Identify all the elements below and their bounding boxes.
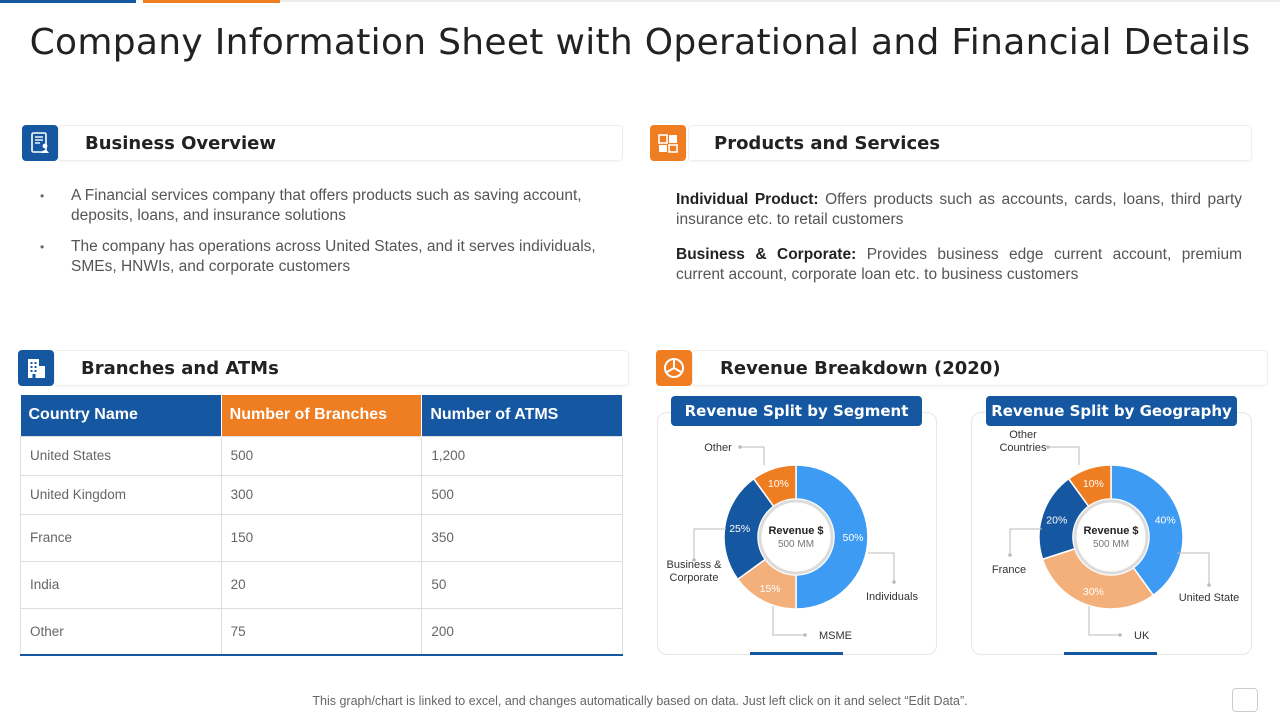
column-header: Number of ATMS: [421, 395, 623, 436]
donut-slice: [1110, 464, 1184, 597]
category-label: Corporate: [670, 572, 719, 584]
geography-chart-title: Revenue Split by Geography: [986, 396, 1237, 426]
donut-slice: [795, 464, 869, 610]
table-row: United States 500 1,200: [20, 435, 623, 476]
category-label: Business &: [666, 559, 722, 571]
branches-header: Branches and ATMs: [54, 350, 629, 386]
products-icon: [650, 125, 686, 161]
business-corporate-desc: Provides business edge current account, …: [676, 246, 1242, 283]
revenue-title: Revenue Breakdown (2020): [720, 358, 1001, 379]
top-accent-line: [280, 0, 1280, 2]
business-overview-header: Business Overview: [58, 125, 623, 161]
leader-dot: [738, 445, 742, 449]
leader-line: [868, 552, 895, 582]
table-cell: United Kingdom: [20, 474, 222, 515]
category-label: Countries: [999, 442, 1047, 454]
category-label: Individuals: [866, 591, 918, 603]
segment-chart-underline: [750, 652, 843, 655]
leader-dot: [1008, 553, 1012, 557]
table-cell: United States: [20, 435, 222, 476]
top-accent-blue: [0, 0, 136, 3]
donut-center: [1073, 499, 1149, 575]
leader-line: [740, 446, 765, 465]
category-label: UK: [1134, 630, 1150, 642]
leader-line: [772, 606, 805, 636]
category-label: Other: [1009, 429, 1037, 441]
segment-chart-title: Revenue Split by Segment: [671, 396, 922, 426]
category-label: United State: [1179, 592, 1240, 604]
slice-value-label: 30%: [1083, 586, 1104, 598]
top-accent-orange: [143, 0, 280, 3]
leader-dot: [803, 633, 807, 637]
document-user-icon: [22, 125, 58, 161]
revenue-header: Revenue Breakdown (2020): [692, 350, 1268, 386]
table-cell: 75: [220, 607, 423, 656]
leader-dot: [1046, 445, 1050, 449]
individual-product-desc: Offers products such as accounts, cards,…: [676, 191, 1242, 228]
geography-chart-underline: [1064, 652, 1157, 655]
leader-line: [1009, 528, 1042, 555]
individual-product-label: Individual Product:: [676, 191, 819, 208]
slice-value-label: 10%: [768, 478, 789, 490]
products-services-title: Products and Services: [714, 133, 941, 154]
table-row: Other 75 200: [20, 607, 623, 656]
leader-dot: [892, 580, 896, 584]
leader-line: [693, 528, 726, 560]
center-value: 500 MM: [778, 539, 814, 550]
pie-chart-icon: [656, 350, 692, 386]
slice-value-label: 20%: [1046, 514, 1067, 526]
category-label: MSME: [819, 630, 852, 642]
category-label: France: [992, 564, 1026, 576]
business-overview-list: A Financial services company that offers…: [40, 186, 625, 288]
edit-box[interactable]: [1232, 688, 1258, 712]
footnote: This graph/chart is linked to excel, and…: [312, 694, 968, 708]
center-value: 500 MM: [1093, 539, 1129, 550]
leader-dot: [1207, 583, 1211, 587]
building-icon: [18, 350, 54, 386]
column-header: Country Name: [20, 395, 222, 436]
leader-dot: [1118, 633, 1122, 637]
donut-slice: [752, 464, 797, 508]
slice-value-label: 40%: [1155, 514, 1176, 526]
leader-line: [1088, 606, 1120, 636]
table-row: United Kingdom 300 500: [20, 474, 623, 515]
branches-table: Country Name Number of Branches Number o…: [20, 395, 623, 656]
products-services-header: Products and Services: [688, 125, 1252, 161]
leader-dot: [692, 558, 696, 562]
slice-value-label: 15%: [760, 583, 781, 595]
category-label: Other: [704, 442, 732, 454]
table-header-row: Country Name Number of Branches Number o…: [20, 395, 623, 436]
center-label: Revenue $: [768, 525, 823, 537]
individual-product-text: Individual Product: Offers products such…: [676, 190, 1242, 230]
column-header: Number of Branches: [221, 395, 423, 436]
table-cell: 350: [421, 513, 623, 562]
table-row: India 20 50: [20, 560, 623, 609]
center-label: Revenue $: [1083, 525, 1138, 537]
list-item: A Financial services company that offers…: [40, 186, 625, 226]
leader-line: [1177, 552, 1210, 585]
leader-line: [1048, 446, 1080, 465]
donut-center: [758, 499, 834, 575]
business-overview-title: Business Overview: [85, 133, 276, 154]
slice-value-label: 50%: [842, 532, 863, 544]
table-cell: 200: [421, 607, 623, 656]
donut-slice: [1041, 547, 1155, 610]
branches-title: Branches and ATMs: [81, 358, 279, 379]
business-corporate-text: Business & Corporate: Provides business …: [676, 245, 1242, 285]
page-title: Company Information Sheet with Operation…: [29, 22, 1251, 63]
table-cell: 300: [220, 474, 423, 515]
business-corporate-label: Business & Corporate:: [676, 246, 857, 263]
donut-slice: [1067, 464, 1112, 508]
slice-value-label: 10%: [1083, 478, 1104, 490]
table-cell: Other: [20, 607, 222, 656]
slice-value-label: 25%: [729, 523, 750, 535]
list-item: The company has operations across United…: [40, 237, 625, 277]
table-cell: 500: [220, 435, 423, 476]
